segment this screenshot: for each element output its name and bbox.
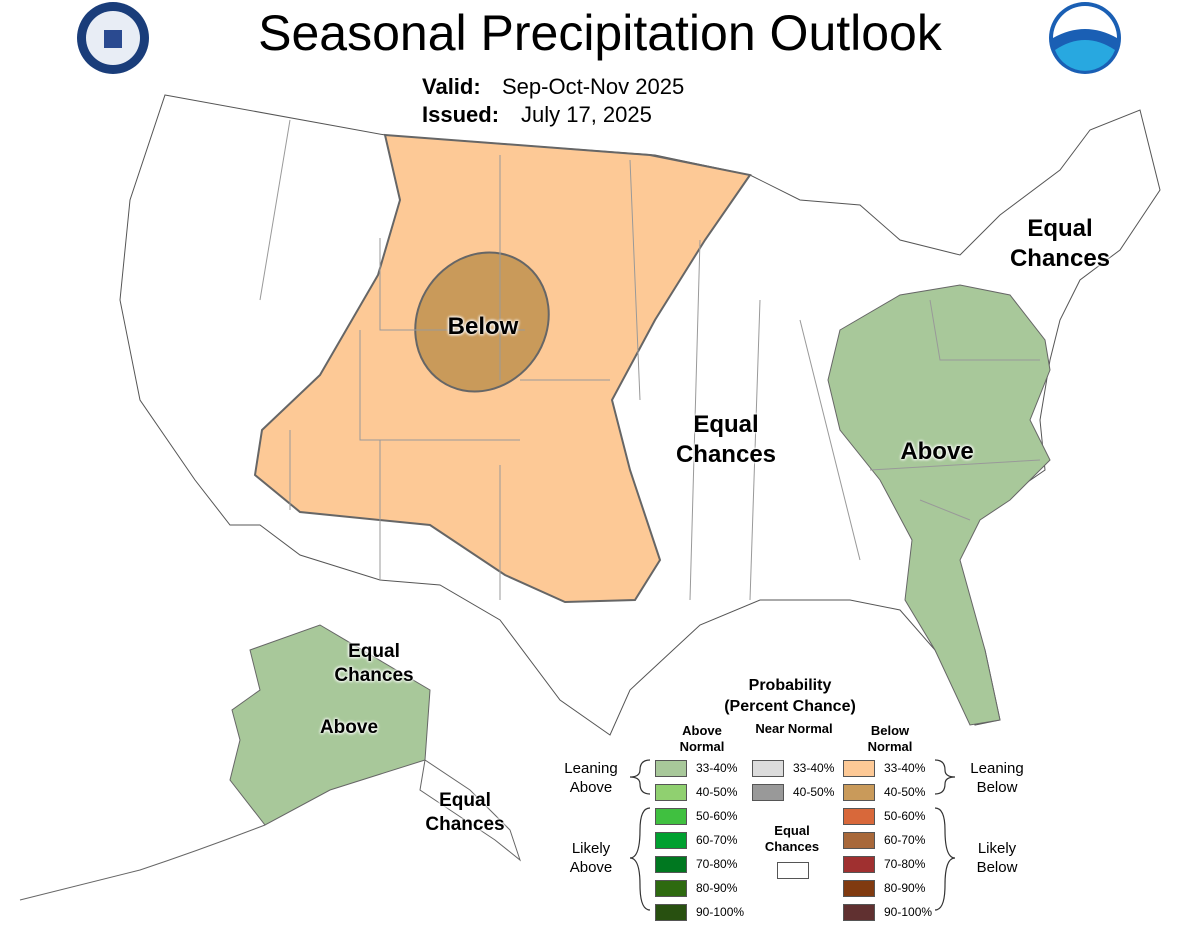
issued-value: July 17, 2025 — [521, 102, 652, 127]
below-40-50-region — [414, 251, 550, 393]
legend-swatch — [752, 760, 784, 777]
legend-swatch — [655, 808, 687, 825]
legend-swatch — [655, 856, 687, 873]
group-label: Likely Below — [976, 840, 1018, 876]
legend-item-label: 70-80% — [884, 857, 926, 871]
column-header: Near Normal — [755, 721, 833, 736]
legend-swatch — [655, 760, 687, 777]
legend-swatch — [655, 784, 687, 801]
legend-item-label: 33-40% — [696, 761, 738, 775]
legend-swatch — [843, 784, 875, 801]
map-label: Equal Chances — [1009, 215, 1111, 272]
legend-swatch — [655, 832, 687, 849]
legend-swatch — [655, 904, 687, 921]
valid-value: Sep-Oct-Nov 2025 — [502, 74, 685, 99]
legend-item-label: 90-100% — [696, 905, 745, 919]
legend-item-label: 40-50% — [793, 785, 835, 799]
map-label: Equal Chances — [334, 641, 414, 686]
title: Seasonal Precipitation Outlook — [258, 5, 942, 61]
legend-braces — [629, 759, 956, 911]
legend-swatch — [843, 832, 875, 849]
legend-item-label: 80-90% — [884, 881, 926, 895]
legend-item-label: 90-100% — [884, 905, 933, 919]
legend-swatch — [843, 904, 875, 921]
legend-item-label: 60-70% — [884, 833, 926, 847]
legend-subtitle: (Percent Chance) — [724, 698, 856, 715]
legend-title: Probability — [748, 677, 832, 694]
map-label: Equal Chances — [425, 790, 505, 835]
above-33-40-region — [827, 284, 1051, 726]
group-label: Likely Above — [569, 840, 613, 876]
legend-item-label: 50-60% — [884, 809, 926, 823]
legend-item-label: 50-60% — [696, 809, 738, 823]
legend-item-label: 33-40% — [793, 761, 835, 775]
group-label: Leaning Above — [564, 760, 618, 796]
column-header: Below Normal — [867, 723, 913, 754]
equal-chances-swatch — [777, 862, 809, 879]
group-label: Leaning Below — [970, 760, 1024, 796]
legend-item-label: 60-70% — [696, 833, 738, 847]
legend-item-label: 40-50% — [884, 785, 926, 799]
legend-swatch — [655, 880, 687, 897]
legend-item-label: 33-40% — [884, 761, 926, 775]
map-label: Above — [900, 438, 974, 465]
legend-item-label: 40-50% — [696, 785, 738, 799]
state-lines — [259, 119, 1041, 601]
alaska-panhandle — [419, 759, 522, 862]
map-label: Equal Chances — [675, 411, 777, 468]
doc-seal — [77, 2, 149, 74]
column-header: Above Normal — [679, 723, 725, 754]
aleutians — [19, 824, 266, 901]
noaa-logo — [1049, 2, 1121, 74]
legend-item-label: 70-80% — [696, 857, 738, 871]
map-label: Above — [319, 717, 379, 738]
legend-swatch — [752, 784, 784, 801]
valid-label: Valid: — [422, 74, 481, 99]
map-label: Below — [447, 313, 519, 340]
issued-label: Issued: — [422, 102, 500, 127]
legend-swatch — [843, 880, 875, 897]
legend-swatch — [843, 808, 875, 825]
legend-swatch — [843, 760, 875, 777]
legend-swatch — [843, 856, 875, 873]
legend-item-label: 80-90% — [696, 881, 738, 895]
equal-chances-label: Equal Chances — [764, 823, 820, 854]
